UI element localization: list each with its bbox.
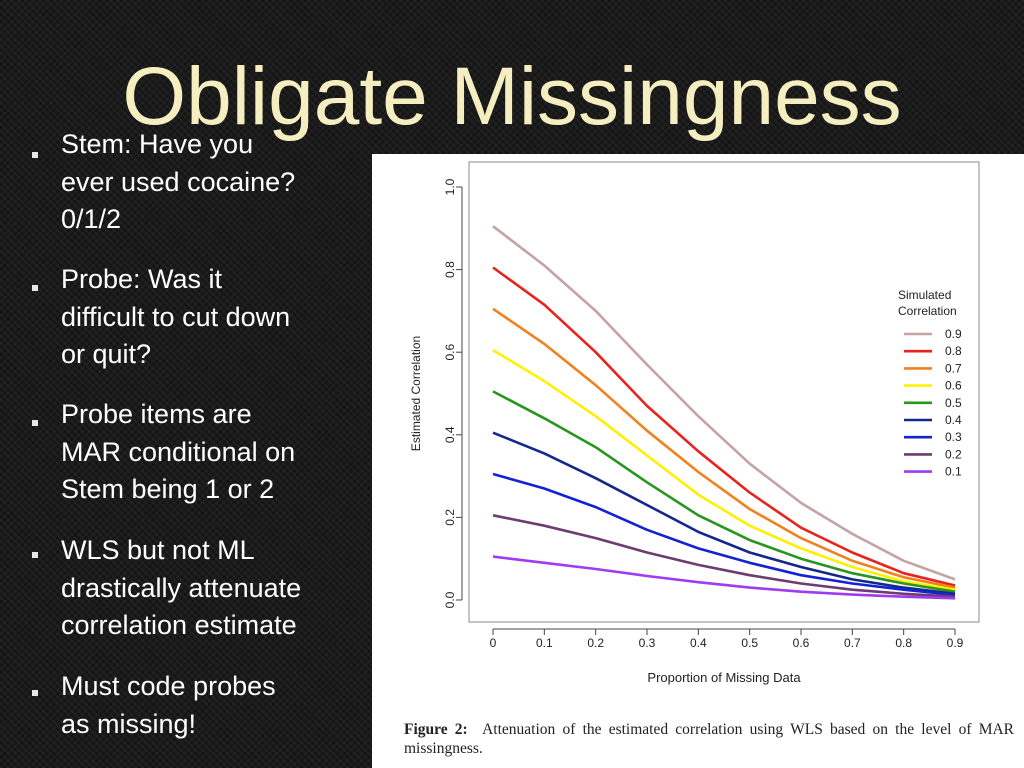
legend-label: 0.7 [945,361,962,375]
series-line [492,390,956,593]
plot-frame [468,161,980,623]
bullet-list: Stem: Have you ever used cocaine? 0/1/2 … [0,0,380,768]
legend-label: 0.5 [945,396,962,410]
x-axis-label: Proportion of Missing Data [647,670,801,685]
legend-label: 0.2 [945,447,962,461]
x-tick-label: 0.6 [793,636,810,650]
y-axis-label: Estimated Correlation [409,336,423,451]
series-line [492,514,956,598]
bullet-marker [32,420,38,426]
bullet-text: Stem: Have you ever used cocaine? 0/1/2 [61,129,296,234]
y-tick-label: 0.0 [443,591,457,608]
bullet-text: WLS but not ML drastically attenuate cor… [61,535,302,640]
x-tick-label: 0.9 [947,636,964,650]
y-tick-label: 0.2 [443,509,457,526]
series-line [492,472,956,597]
series-line [492,307,956,589]
caption-label: Figure 2: [404,721,468,738]
bullet-text: Must code probes as missing! [61,671,276,739]
legend-label: 0.4 [945,413,962,427]
x-tick-label: 0.1 [536,636,553,650]
legend-title-line: Correlation [898,304,957,318]
x-tick-label: 0.3 [639,636,656,650]
series-line [492,266,956,587]
bullet-text: Probe: Was it difficult to cut down or q… [61,264,291,369]
series-line [492,348,956,591]
legend-label: 0.1 [945,465,962,479]
caption-text: Attenuation of the estimated correlation… [404,721,1015,757]
figure-panel: 0 0.1 0.2 0.3 0.4 0.5 0.6 0.7 0.8 0.9 Proportion o… [372,154,1024,768]
slide-title: Obligate Missingness [122,51,902,142]
y-tick-label: 0.4 [443,426,457,443]
bullet-marker [32,285,38,291]
bullet-marker [32,152,38,158]
legend-title: Simulated Correlation [898,288,957,318]
y-tick-label: 0.6 [443,344,457,361]
bullet-marker [32,690,38,696]
legend-label: 0.3 [945,430,962,444]
bullet-marker [32,552,38,558]
series-line [492,555,956,600]
y-tick-label: 1.0 [443,178,457,195]
series-line [492,431,956,596]
x-tick-label: 0.4 [690,636,707,650]
legend-title-line: Simulated [898,288,951,302]
legend-label: 0.6 [945,379,962,393]
x-tick-label: 0.5 [741,636,758,650]
x-tick-label: 0.8 [895,636,912,650]
legend-label: 0.9 [945,327,962,341]
series-line [492,225,956,581]
figure-caption: Figure 2: Attenuation of the estimated c… [404,720,1014,758]
bullet-text: Probe items are MAR conditional on Stem … [61,399,296,504]
legend-label: 0.8 [945,344,962,358]
x-tick-label: 0.2 [587,636,604,650]
y-tick-label: 0.8 [443,261,457,278]
x-tick-label: 0.7 [844,636,861,650]
line-chart: 0 0.1 0.2 0.3 0.4 0.5 0.6 0.7 0.8 0.9 Proportion o… [409,161,980,685]
x-tick-label: 0 [490,636,497,650]
